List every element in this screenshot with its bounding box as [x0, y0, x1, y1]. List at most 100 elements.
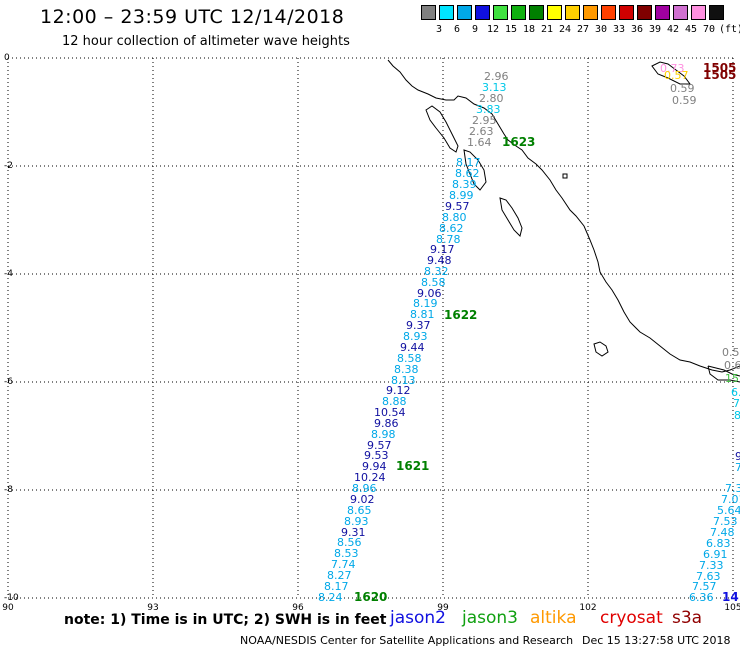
scale-swatch — [709, 5, 724, 20]
wave-height-reading: 8.17 — [456, 156, 481, 169]
scale-swatch — [529, 5, 544, 20]
nias-island — [463, 149, 487, 191]
sumatra-coastline — [387, 59, 740, 373]
wave-height-reading: 8.62 — [455, 167, 480, 180]
latitude-label: 0 — [4, 53, 10, 63]
scale-swatch — [619, 5, 634, 20]
wave-height-reading: 9.17 — [430, 243, 455, 256]
latitude-label: -8 — [4, 485, 13, 495]
wave-height-reading: 7.33 — [699, 559, 724, 572]
longitude-label: 90 — [2, 603, 14, 613]
scale-label: 45 — [684, 24, 698, 35]
wave-height-reading: 9.31 — [341, 526, 366, 539]
scale-label: 18 — [522, 24, 536, 35]
wave-height-reading: 15 — [725, 372, 739, 385]
small-island — [562, 173, 568, 179]
page-subtitle: 12 hour collection of altimeter wave hei… — [62, 34, 350, 49]
wave-height-reading: 9.86 — [374, 417, 399, 430]
scale-label: 70 — [702, 24, 716, 35]
scale-label: 12 — [486, 24, 500, 35]
wave-height-reading: 6. — [731, 386, 740, 399]
wave-height-reading: 9.94 — [362, 460, 387, 473]
wave-height-reading: 0.57 — [664, 69, 689, 82]
wave-height-reading: 8.53 — [334, 547, 359, 560]
wave-height-reading: 5.64 — [717, 504, 740, 517]
track-time-label: 1621 — [396, 459, 429, 473]
wave-height-reading: 9.37 — [406, 319, 431, 332]
scale-label: 39 — [648, 24, 662, 35]
scale-label: 21 — [540, 24, 554, 35]
scale-swatch — [673, 5, 688, 20]
scale-label: 15 — [504, 24, 518, 35]
scale-swatch — [421, 5, 436, 20]
wave-height-reading: 0.5 — [722, 346, 740, 359]
page-title: 12:00 – 23:59 UTC 12/14/2018 — [40, 6, 345, 28]
wave-height-reading: 10.24 — [354, 471, 386, 484]
wave-height-reading: 8.17 — [324, 580, 349, 593]
scale-label: 24 — [558, 24, 572, 35]
wave-height-reading: 9 — [735, 450, 740, 463]
wave-height-reading: 8.81 — [410, 308, 435, 321]
wave-height-reading: 8.32 — [424, 265, 449, 278]
wave-height-reading: 8.93 — [344, 515, 369, 528]
satellite-legend-altika: altika — [530, 608, 577, 628]
satellite-legend-cryosat: cryosat — [600, 608, 663, 628]
wave-height-reading: 7.53 — [713, 515, 738, 528]
footer-note: note: 1) Time is in UTC; 2) SWH is in fe… — [64, 612, 387, 628]
scale-swatch — [475, 5, 490, 20]
wave-height-reading: 2.96 — [484, 70, 509, 83]
longitude-label: 96 — [292, 603, 304, 613]
wave-height-reading: 8 — [734, 409, 740, 422]
wave-height-reading: 8.65 — [347, 504, 372, 517]
scale-label: 6 — [453, 24, 461, 35]
wave-height-reading: 9.06 — [417, 287, 442, 300]
wave-height-reading: 8.56 — [337, 536, 362, 549]
wave-height-reading: 0.59 — [670, 82, 695, 95]
latitude-label: -6 — [4, 377, 13, 387]
wave-height-reading: 8.96 — [352, 482, 377, 495]
scale-label: 36 — [630, 24, 644, 35]
satellite-legend-jason2: jason2 — [390, 608, 446, 628]
wave-height-reading: 7.3 — [725, 482, 740, 495]
wave-height-reading: 2.95 — [472, 114, 497, 127]
latitude-label: -4 — [4, 269, 13, 279]
scale-swatch — [565, 5, 580, 20]
latitude-label: -10 — [4, 593, 19, 603]
scale-swatch — [691, 5, 706, 20]
wave-height-reading: 7.57 — [692, 580, 717, 593]
lat-lon-grid — [7, 57, 734, 599]
wave-height-reading: 0.73 — [660, 62, 685, 75]
track-time-label: 1622 — [444, 308, 477, 322]
footer-credit: NOAA/NESDIS Center for Satellite Applica… — [240, 634, 574, 647]
scale-label: 27 — [576, 24, 590, 35]
wave-height-reading: 8.88 — [382, 395, 407, 408]
wave-height-reading: 2.80 — [479, 92, 504, 105]
track-time-label: 1620 — [354, 590, 387, 604]
track-time-label: 14 — [722, 590, 739, 604]
wave-height-reading: 7.63 — [696, 570, 721, 583]
wave-height-reading: 6.83 — [706, 537, 731, 550]
scale-swatch — [583, 5, 598, 20]
scale-swatch — [637, 5, 652, 20]
wave-height-reading: 9.02 — [350, 493, 375, 506]
coastline — [387, 59, 740, 383]
wave-height-reading: 7.8 — [735, 461, 740, 474]
simeulue-island — [425, 105, 459, 153]
longitude-label: 99 — [437, 603, 449, 613]
scale-swatch — [439, 5, 454, 20]
wave-height-reading: 9.53 — [364, 449, 389, 462]
wave-height-reading: 8.58 — [397, 352, 422, 365]
wave-height-reading: 9.44 — [400, 341, 425, 354]
footer-timestamp: Dec 15 13:27:58 UTC 2018 — [582, 634, 731, 647]
wave-height-reading: 0.6 — [724, 359, 740, 372]
wave-height-reading: 1.64 — [467, 136, 492, 149]
wave-height-readings: 2.963.132.803.832.952.631.648.178.628.39… — [318, 62, 740, 604]
wave-height-reading: 9.12 — [386, 384, 411, 397]
wave-height-reading: 8.99 — [449, 189, 474, 202]
wave-height-reading: 3.83 — [476, 103, 501, 116]
wave-height-reading: 7.48 — [710, 526, 735, 539]
wave-height-reading: 9.48 — [427, 254, 452, 267]
wave-height-reading: 8.98 — [371, 428, 396, 441]
